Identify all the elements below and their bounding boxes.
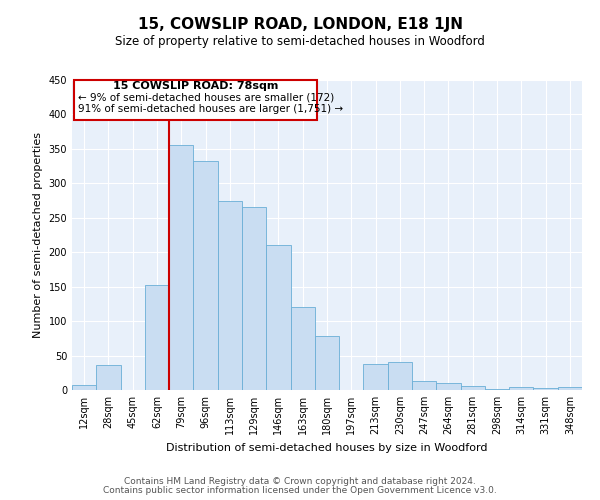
Bar	[193, 162, 218, 390]
Bar	[145, 284, 169, 390]
Bar	[364, 364, 388, 390]
Text: 15, COWSLIP ROAD, LONDON, E18 1JN: 15, COWSLIP ROAD, LONDON, E18 1JN	[137, 18, 463, 32]
Bar	[509, 387, 533, 390]
Text: 91% of semi-detached houses are larger (1,751) →: 91% of semi-detached houses are larger (…	[78, 104, 343, 114]
Bar	[461, 386, 485, 390]
Bar	[72, 385, 96, 390]
Text: Contains HM Land Registry data © Crown copyright and database right 2024.: Contains HM Land Registry data © Crown c…	[124, 477, 476, 486]
Bar	[266, 246, 290, 390]
FancyBboxPatch shape	[74, 80, 317, 120]
Bar	[412, 381, 436, 390]
Bar	[388, 362, 412, 390]
Bar	[242, 208, 266, 390]
Bar	[485, 388, 509, 390]
Bar	[290, 306, 315, 390]
Bar	[436, 383, 461, 390]
Bar	[533, 388, 558, 390]
Text: ← 9% of semi-detached houses are smaller (172): ← 9% of semi-detached houses are smaller…	[78, 93, 334, 103]
Bar	[96, 364, 121, 390]
Bar	[169, 146, 193, 390]
Text: Size of property relative to semi-detached houses in Woodford: Size of property relative to semi-detach…	[115, 35, 485, 48]
Bar	[315, 336, 339, 390]
Y-axis label: Number of semi-detached properties: Number of semi-detached properties	[33, 132, 43, 338]
Bar	[558, 387, 582, 390]
X-axis label: Distribution of semi-detached houses by size in Woodford: Distribution of semi-detached houses by …	[166, 442, 488, 452]
Bar	[218, 200, 242, 390]
Text: 15 COWSLIP ROAD: 78sqm: 15 COWSLIP ROAD: 78sqm	[113, 80, 278, 90]
Text: Contains public sector information licensed under the Open Government Licence v3: Contains public sector information licen…	[103, 486, 497, 495]
